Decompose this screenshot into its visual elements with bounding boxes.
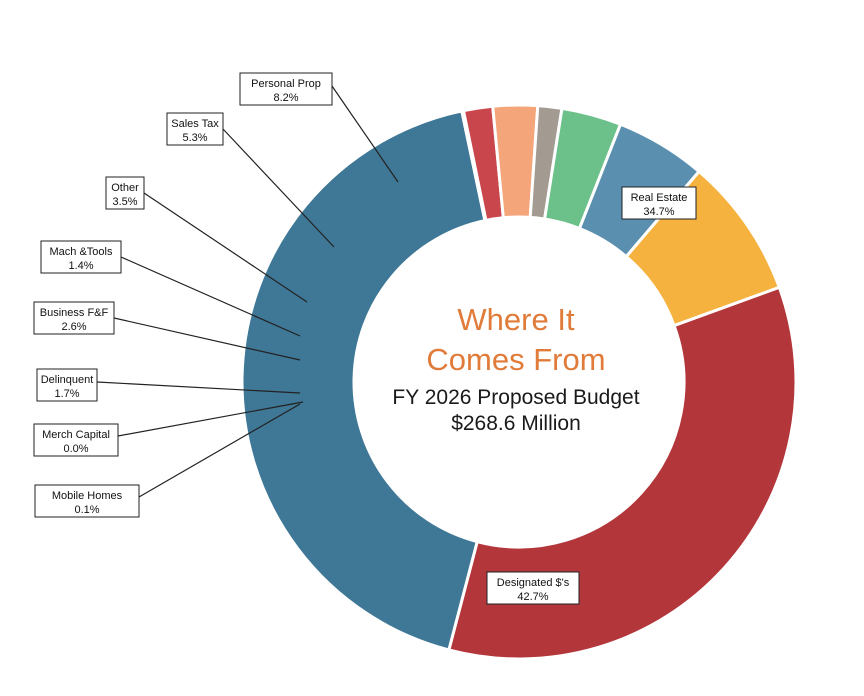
leader-line-mach-tools <box>120 256 301 337</box>
label-merch-capital: Merch Capital 0.0% <box>33 423 119 457</box>
leader-line-mobile-homes <box>138 403 301 498</box>
leader-line-business-f-f <box>113 317 301 361</box>
label-box-merch-capital <box>33 423 119 457</box>
label-box-mach-tools <box>40 240 122 274</box>
leader-line-personal-prop <box>331 85 399 183</box>
leader-line-other <box>143 192 308 303</box>
label-name-mach-tools: Mach &Tools <box>50 246 113 258</box>
center-title-line-2: Comes From <box>426 342 605 377</box>
label-name-business-f-f: Business F&F <box>40 307 109 319</box>
center-title-line-1: Where It <box>457 302 575 337</box>
label-name-personal-prop: Personal Prop <box>251 78 321 90</box>
label-name-mobile-homes: Mobile Homes <box>52 490 123 502</box>
label-sales-tax: Sales Tax 5.3% <box>166 112 224 146</box>
label-name-designated-s: Designated $'s <box>497 577 570 589</box>
slice-personal-prop <box>624 169 782 328</box>
labels-layer: Real Estate 34.7% Designated $'s 42.7% Mobil… <box>33 72 697 605</box>
label-personal-prop: Personal Prop 8.2% <box>239 72 333 106</box>
label-value-mobile-homes: 0.1% <box>74 504 99 516</box>
label-delinquent: Delinquent 1.7% <box>36 368 98 402</box>
label-other: Other 3.5% <box>105 176 145 210</box>
label-value-business-f-f: 2.6% <box>61 321 86 333</box>
label-value-designated-s: 42.7% <box>517 591 548 603</box>
label-value-merch-capital: 0.0% <box>63 443 88 455</box>
label-name-delinquent: Delinquent <box>41 374 94 386</box>
label-name-sales-tax: Sales Tax <box>171 118 219 130</box>
label-value-personal-prop: 8.2% <box>273 92 298 104</box>
label-real-estate: Real Estate 34.7% <box>621 186 697 220</box>
slice-real-estate <box>447 285 798 661</box>
leader-line-sales-tax <box>222 128 335 248</box>
center-subtitle: FY 2026 Proposed Budget <box>392 386 639 409</box>
label-name-other: Other <box>111 182 139 194</box>
center-total: $268.6 Million <box>451 412 581 435</box>
label-value-delinquent: 1.7% <box>54 388 79 400</box>
label-mach-tools: Mach &Tools 1.4% <box>40 240 122 274</box>
label-mobile-homes: Mobile Homes 0.1% <box>34 484 140 518</box>
label-box-real-estate <box>621 186 697 220</box>
leader-line-delinquent <box>96 381 301 394</box>
label-value-other: 3.5% <box>112 196 137 208</box>
label-box-other <box>105 176 145 210</box>
slice-designated-s <box>240 109 487 652</box>
label-value-real-estate: 34.7% <box>643 206 674 218</box>
label-value-mach-tools: 1.4% <box>68 260 93 272</box>
label-box-sales-tax <box>166 112 224 146</box>
label-box-designated-s <box>486 571 580 605</box>
label-designated-s: Designated $'s 42.7% <box>486 571 580 605</box>
leader-lines-layer <box>96 85 399 498</box>
label-name-merch-capital: Merch Capital <box>42 429 110 441</box>
label-name-real-estate: Real Estate <box>631 192 688 204</box>
label-box-delinquent <box>36 368 98 402</box>
label-box-mobile-homes <box>34 484 140 518</box>
slices-layer <box>240 103 798 661</box>
label-value-sales-tax: 5.3% <box>182 132 207 144</box>
leader-line-merch-capital <box>117 401 304 437</box>
label-business-f-f: Business F&F 2.6% <box>33 301 115 335</box>
label-box-business-f-f <box>33 301 115 335</box>
label-box-personal-prop <box>239 72 333 106</box>
